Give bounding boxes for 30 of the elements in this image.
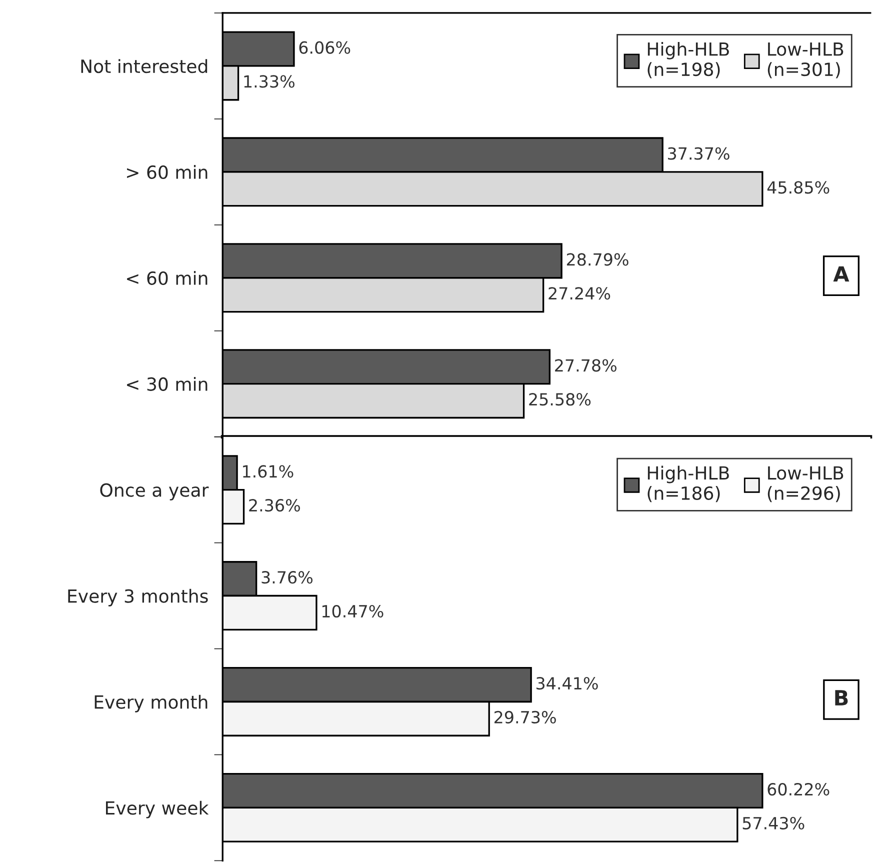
legend-label: High-HLB (n=186) bbox=[648, 466, 729, 502]
data-label: 57.43% bbox=[742, 816, 804, 830]
legend-label: High-HLB (n=198) bbox=[648, 42, 729, 78]
data-label: 27.24% bbox=[548, 287, 610, 300]
y-tick-label: Every week bbox=[106, 800, 209, 818]
data-label: 28.79% bbox=[566, 253, 628, 266]
data-label: 25.58% bbox=[529, 393, 591, 406]
data-label: 34.41% bbox=[536, 677, 598, 690]
data-label: 10.47% bbox=[322, 604, 384, 618]
data-label: 6.06% bbox=[299, 41, 350, 54]
text: B bbox=[835, 690, 848, 706]
data-label: 2.36% bbox=[249, 498, 300, 512]
y-tick-label: Once a year bbox=[100, 483, 209, 500]
data-label: 3.76% bbox=[262, 571, 313, 584]
text: A bbox=[833, 266, 850, 282]
y-tick-label: Not interested bbox=[81, 59, 208, 74]
data-label: 1.33% bbox=[244, 75, 294, 88]
legend-label: Low-HLB (n=301) bbox=[768, 42, 844, 78]
data-label: 29.73% bbox=[494, 710, 556, 724]
data-label: 27.78% bbox=[555, 359, 616, 372]
y-tick-label: > 60 min bbox=[127, 165, 208, 180]
y-tick-label: Every 3 months bbox=[68, 588, 208, 606]
data-label: 37.37% bbox=[668, 147, 730, 160]
y-tick-label: < 60 min bbox=[127, 271, 208, 285]
y-tick-label: < 30 min bbox=[127, 376, 208, 391]
data-label: 45.85% bbox=[767, 181, 830, 194]
legend-label: Low-HLB (n=296) bbox=[768, 466, 844, 502]
y-tick-label: Every month bbox=[94, 694, 208, 712]
data-label: 60.22% bbox=[768, 782, 830, 796]
data-label: 1.61% bbox=[243, 465, 294, 478]
